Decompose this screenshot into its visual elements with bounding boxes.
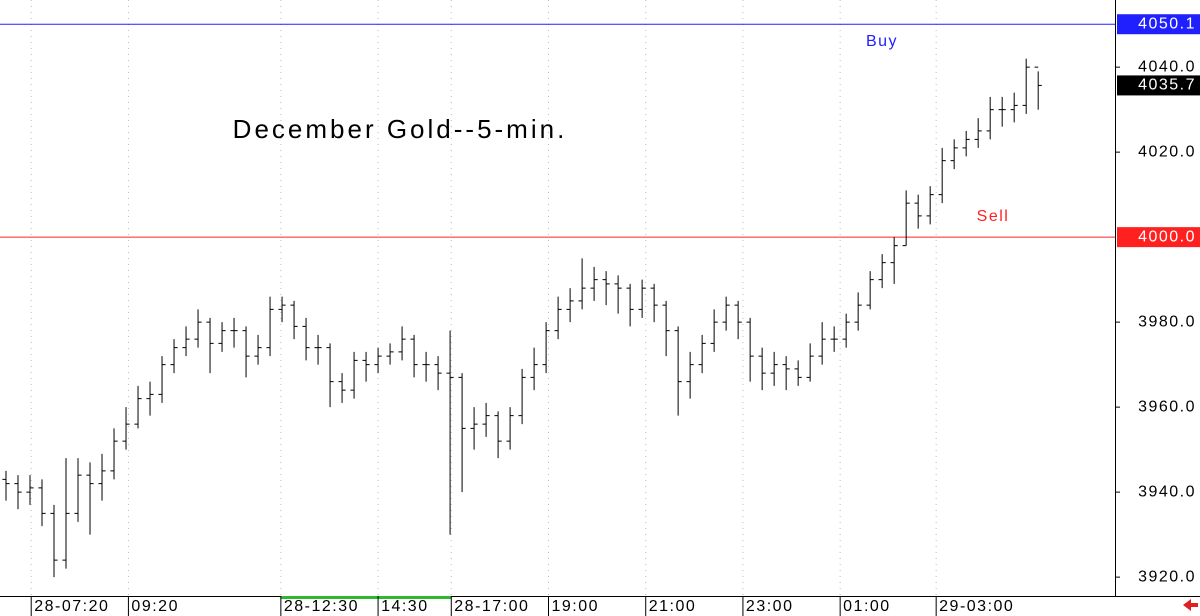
level-tag xyxy=(1117,227,1200,248)
x-tick-label: 14:30 xyxy=(381,598,429,615)
y-tick-label: 4020.0 xyxy=(1138,143,1196,160)
last-price-tag xyxy=(1117,75,1200,96)
chart-title: December Gold--5-min. xyxy=(233,114,568,144)
x-tick-label: 29-03:00 xyxy=(939,598,1014,615)
scroll-arrow[interactable] xyxy=(1183,599,1198,611)
y-tick-label: 3960.0 xyxy=(1138,398,1196,415)
y-tick-label: 3980.0 xyxy=(1138,313,1196,330)
x-tick-label: 09:20 xyxy=(131,598,179,615)
level-tag xyxy=(1117,14,1200,35)
level-tag-label: 4050.1 xyxy=(1138,15,1196,32)
y-tick-label: 3920.0 xyxy=(1138,568,1196,585)
x-tick-label: 19:00 xyxy=(551,598,599,615)
y-tick-label: 3940.0 xyxy=(1138,483,1196,500)
x-tick-label: 21:00 xyxy=(649,598,697,615)
x-tick-label: 23:00 xyxy=(746,598,794,615)
level-name: Buy xyxy=(866,33,898,50)
level-name: Sell xyxy=(977,208,1010,225)
y-tick-label: 4040.0 xyxy=(1138,58,1196,75)
last-price-label: 4035.7 xyxy=(1138,77,1196,94)
level-tag-label: 4000.0 xyxy=(1138,228,1196,245)
session-highlight xyxy=(281,596,451,599)
x-tick-label: 28-17:00 xyxy=(454,598,529,615)
x-tick-label: 01:00 xyxy=(843,598,891,615)
x-tick-label: 28-12:30 xyxy=(284,598,359,615)
x-tick-label: 28-07:20 xyxy=(34,598,109,615)
